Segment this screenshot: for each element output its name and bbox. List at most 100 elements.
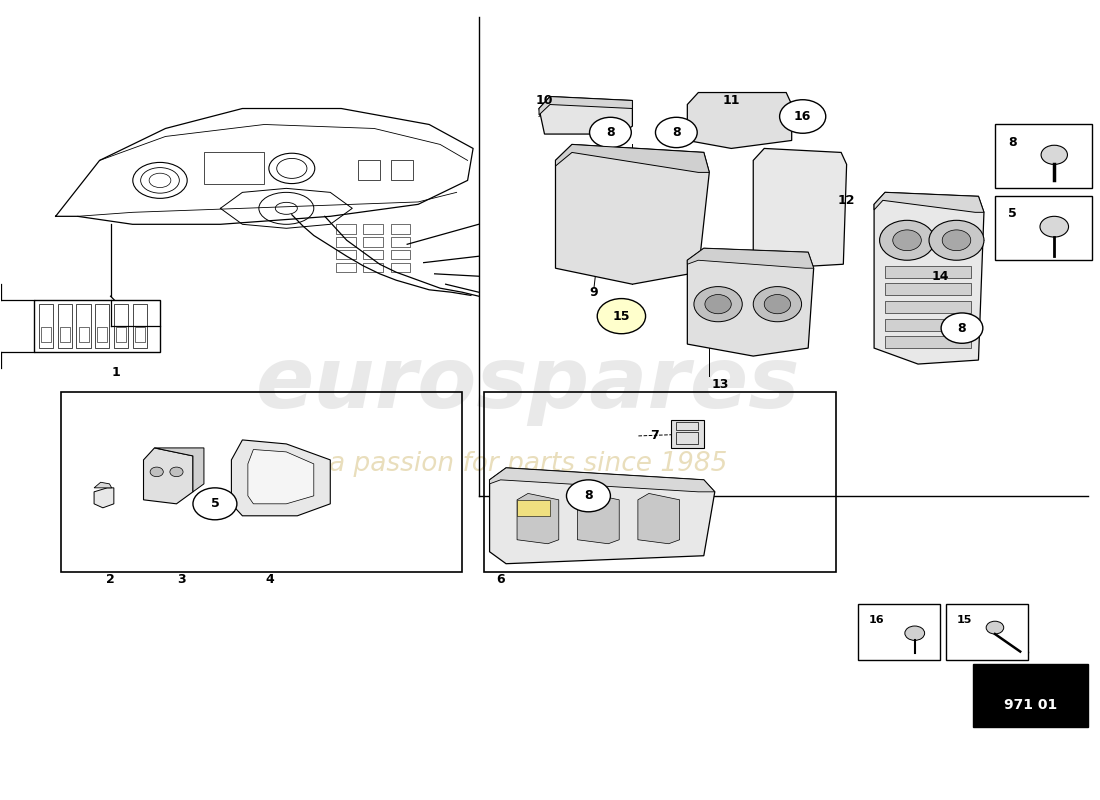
Bar (336, 224, 355, 234)
Polygon shape (539, 97, 632, 134)
Polygon shape (490, 468, 715, 564)
Text: 2: 2 (107, 573, 114, 586)
Bar (676, 432, 698, 444)
Circle shape (590, 118, 631, 148)
Polygon shape (231, 440, 330, 516)
Text: 16: 16 (794, 110, 812, 123)
Circle shape (943, 230, 971, 250)
Text: 13: 13 (712, 378, 729, 390)
Bar (116, 326, 125, 342)
Circle shape (986, 622, 1003, 634)
Circle shape (942, 313, 983, 343)
Text: 10: 10 (536, 94, 553, 107)
Bar (390, 262, 410, 272)
Bar (77, 304, 91, 348)
Bar (886, 266, 971, 278)
Polygon shape (874, 192, 984, 212)
Text: 4: 4 (265, 573, 274, 586)
Circle shape (694, 286, 743, 322)
Polygon shape (248, 450, 314, 504)
Text: 6: 6 (496, 573, 505, 586)
Polygon shape (874, 192, 984, 364)
Circle shape (905, 626, 925, 640)
Bar (363, 224, 383, 234)
Polygon shape (539, 97, 632, 115)
Bar (886, 318, 971, 330)
Bar (40, 304, 54, 348)
Bar (62, 392, 462, 572)
Text: 15: 15 (613, 310, 630, 322)
Circle shape (930, 220, 984, 260)
Bar (132, 304, 146, 348)
Circle shape (566, 480, 610, 512)
Circle shape (656, 118, 697, 148)
Bar (34, 300, 160, 352)
Bar (390, 224, 410, 234)
Circle shape (764, 294, 791, 314)
Bar (484, 392, 836, 572)
Text: 8: 8 (606, 126, 615, 139)
Polygon shape (143, 448, 192, 504)
Polygon shape (95, 488, 114, 508)
Bar (858, 604, 940, 659)
Bar (204, 153, 264, 184)
Bar (336, 237, 355, 246)
Bar (886, 283, 971, 295)
Text: 15: 15 (957, 614, 972, 625)
Polygon shape (154, 448, 204, 492)
Polygon shape (688, 248, 814, 268)
Circle shape (780, 100, 826, 134)
Circle shape (1040, 216, 1068, 237)
Circle shape (705, 294, 732, 314)
Bar (42, 326, 52, 342)
Circle shape (893, 230, 922, 250)
Polygon shape (517, 500, 550, 516)
Bar (676, 422, 698, 430)
Polygon shape (556, 145, 710, 172)
Bar (114, 304, 128, 348)
Bar (390, 250, 410, 259)
Text: 5: 5 (1008, 207, 1016, 221)
Bar (886, 301, 971, 313)
Text: 8: 8 (584, 490, 593, 502)
Bar (390, 237, 410, 246)
Text: 1: 1 (112, 366, 120, 378)
Polygon shape (556, 145, 710, 284)
Circle shape (150, 467, 163, 477)
Text: 8: 8 (958, 322, 966, 334)
Text: 11: 11 (723, 94, 740, 107)
Circle shape (754, 286, 802, 322)
Bar (336, 262, 355, 272)
Text: 14: 14 (932, 270, 949, 282)
Text: 12: 12 (838, 194, 856, 207)
Polygon shape (517, 494, 559, 544)
Text: 7: 7 (650, 430, 659, 442)
Bar (79, 326, 89, 342)
Text: 5: 5 (210, 498, 219, 510)
Text: 3: 3 (178, 573, 186, 586)
Text: 8: 8 (672, 126, 681, 139)
Bar (946, 604, 1027, 659)
Text: a passion for parts since 1985: a passion for parts since 1985 (329, 451, 727, 477)
Text: 9: 9 (590, 286, 598, 298)
Bar (363, 250, 383, 259)
Bar (363, 262, 383, 272)
Text: 16: 16 (869, 614, 884, 625)
Polygon shape (95, 482, 112, 488)
Circle shape (169, 467, 183, 477)
Bar (994, 125, 1091, 188)
Text: 8: 8 (1008, 135, 1016, 149)
Bar (134, 326, 144, 342)
Bar (336, 250, 355, 259)
Text: eurospares: eurospares (256, 342, 801, 426)
Circle shape (597, 298, 646, 334)
Polygon shape (578, 494, 619, 544)
Polygon shape (754, 149, 847, 268)
Bar (98, 326, 108, 342)
Bar (58, 304, 73, 348)
Bar (886, 336, 971, 348)
Bar (994, 196, 1091, 260)
Circle shape (192, 488, 236, 520)
Polygon shape (490, 468, 715, 492)
Bar (390, 161, 412, 180)
